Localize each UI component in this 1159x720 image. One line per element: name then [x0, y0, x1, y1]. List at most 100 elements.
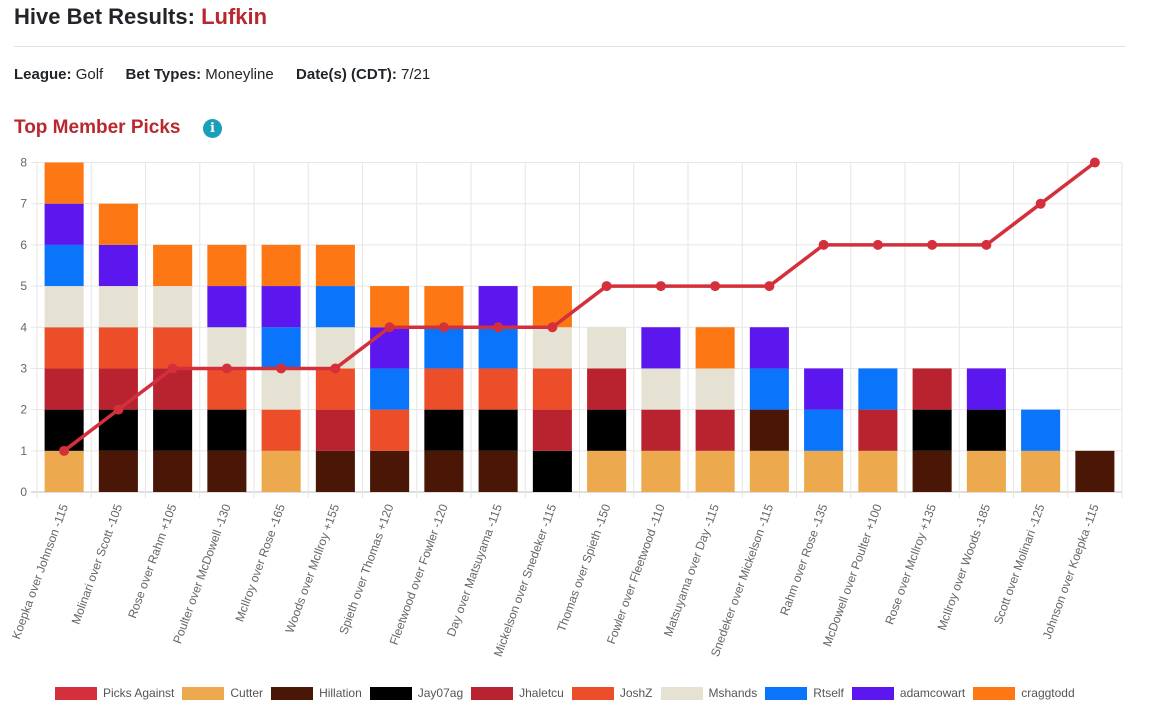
picks-against-point: [438, 322, 449, 333]
bar-segment: [912, 368, 952, 410]
x-tick-label: Mickelson over Snedeker -115: [491, 502, 559, 659]
legend-swatch: [182, 686, 225, 700]
legend-swatch: [471, 686, 514, 700]
legend-label: Jhaletcu: [519, 686, 564, 700]
bar-segment: [966, 450, 1006, 492]
bar-segment: [587, 450, 627, 492]
bar-segment: [749, 327, 789, 369]
picks-against-point: [927, 239, 938, 250]
y-tick-label: 3: [20, 361, 27, 375]
bar-segment: [749, 368, 789, 410]
legend-swatch: [55, 686, 97, 700]
bar-segment: [44, 409, 84, 451]
bar-segment: [478, 327, 518, 369]
x-tick-label: Fleetwood over Fowler -120: [387, 502, 451, 647]
x-tick-label: Day over Matsuyama -115: [444, 502, 505, 638]
bar-segment: [370, 450, 410, 492]
bar-segment: [153, 244, 193, 287]
legend-item[interactable]: Mshands: [660, 686, 757, 700]
bar-segment: [261, 244, 301, 287]
bar-segment: [641, 368, 681, 410]
bet-types-value: Moneyline: [205, 66, 274, 83]
bar-segment: [44, 203, 84, 245]
bar-segment: [532, 409, 572, 451]
header-divider: [14, 46, 1126, 47]
bar-segment: [749, 450, 789, 492]
picks-against-point: [655, 281, 666, 292]
y-tick-label: 1: [20, 444, 27, 458]
bar-segment: [749, 409, 789, 451]
y-tick-label: 5: [20, 279, 27, 293]
picks-against-point: [547, 322, 558, 333]
bar-segment: [153, 286, 193, 328]
bar-segment: [424, 409, 464, 451]
bar-segment: [641, 409, 681, 451]
bar-segment: [153, 450, 193, 492]
bar-segment: [804, 368, 844, 410]
bar-segment: [478, 368, 518, 410]
legend-label: Cutter: [230, 686, 264, 700]
x-tick-label: Johnson over Koepka -115: [1040, 502, 1102, 641]
bar-segment: [695, 327, 735, 369]
x-tick-label: Fowler over Fleetwood -110: [604, 502, 668, 646]
picks-against-point: [1035, 198, 1046, 209]
legend-item[interactable]: Hillation: [271, 686, 362, 700]
picks-against-point: [1089, 157, 1100, 168]
y-tick-label: 6: [20, 238, 27, 252]
bar-segment: [695, 409, 735, 451]
bar-segment: [1021, 409, 1061, 451]
legend-item[interactable]: craggtodd: [973, 686, 1075, 700]
x-tick-label: Rahm over Rose -135: [777, 502, 830, 617]
legend-item[interactable]: Picks Against: [55, 686, 174, 700]
bar-segment: [98, 244, 138, 287]
bar-segment: [858, 450, 898, 492]
bar-segment: [478, 450, 518, 492]
legend-item[interactable]: adamcowart: [851, 686, 966, 700]
bar-segment: [44, 162, 84, 204]
legend-item[interactable]: JoshZ: [571, 686, 653, 700]
legend-item[interactable]: Rtself: [765, 686, 844, 700]
picks-against-point: [818, 239, 829, 250]
section-title: Top Member Picks: [14, 117, 181, 138]
site-name: Lufkin: [201, 4, 268, 29]
bar-segment: [587, 409, 627, 451]
bar-segment: [370, 327, 410, 369]
bar-segment: [98, 409, 138, 451]
picks-against-point: [601, 281, 612, 292]
bar-segment: [153, 368, 193, 410]
bar-segment: [315, 368, 355, 410]
picks-against-point: [167, 363, 178, 374]
x-tick-label: Matsuyama over Day -115: [661, 502, 722, 638]
picks-against-point: [710, 281, 721, 292]
x-tick-label: Koepka over Johnson -115: [9, 502, 71, 641]
bar-segment: [207, 286, 247, 328]
legend-item[interactable]: Jhaletcu: [471, 686, 564, 700]
y-tick-label: 4: [20, 320, 27, 334]
legend-item[interactable]: Cutter: [182, 686, 263, 700]
bar-segment: [424, 327, 464, 369]
bar-segment: [478, 286, 518, 328]
legend-label: adamcowart: [899, 686, 966, 700]
legend-label: Rtself: [813, 686, 844, 700]
bar-segment: [641, 450, 681, 492]
bar-segment: [424, 286, 464, 328]
picks-against-point: [330, 363, 341, 374]
x-tick-label: Scott over Molinari -125: [991, 502, 1048, 626]
legend-label: JoshZ: [619, 686, 653, 700]
x-tick-label: McIlroy over Woods -185: [934, 502, 993, 632]
bar-segment: [424, 450, 464, 492]
dates-label: Date(s) (CDT):: [296, 66, 397, 83]
legend-swatch: [851, 686, 894, 700]
bar-segment: [315, 327, 355, 369]
bar-segment: [44, 368, 84, 410]
bar-segment: [370, 409, 410, 451]
picks-against-point: [872, 239, 883, 250]
picks-against-point: [493, 322, 504, 333]
legend-item[interactable]: Jay07ag: [369, 686, 463, 700]
chart-legend: Picks Against Cutter Hillation Jay07ag Jhale…: [55, 686, 1083, 700]
legend-swatch: [765, 686, 808, 700]
bar-segment: [804, 450, 844, 492]
bar-segment: [98, 450, 138, 492]
legend-swatch: [571, 686, 614, 700]
info-icon[interactable]: i: [203, 119, 222, 138]
